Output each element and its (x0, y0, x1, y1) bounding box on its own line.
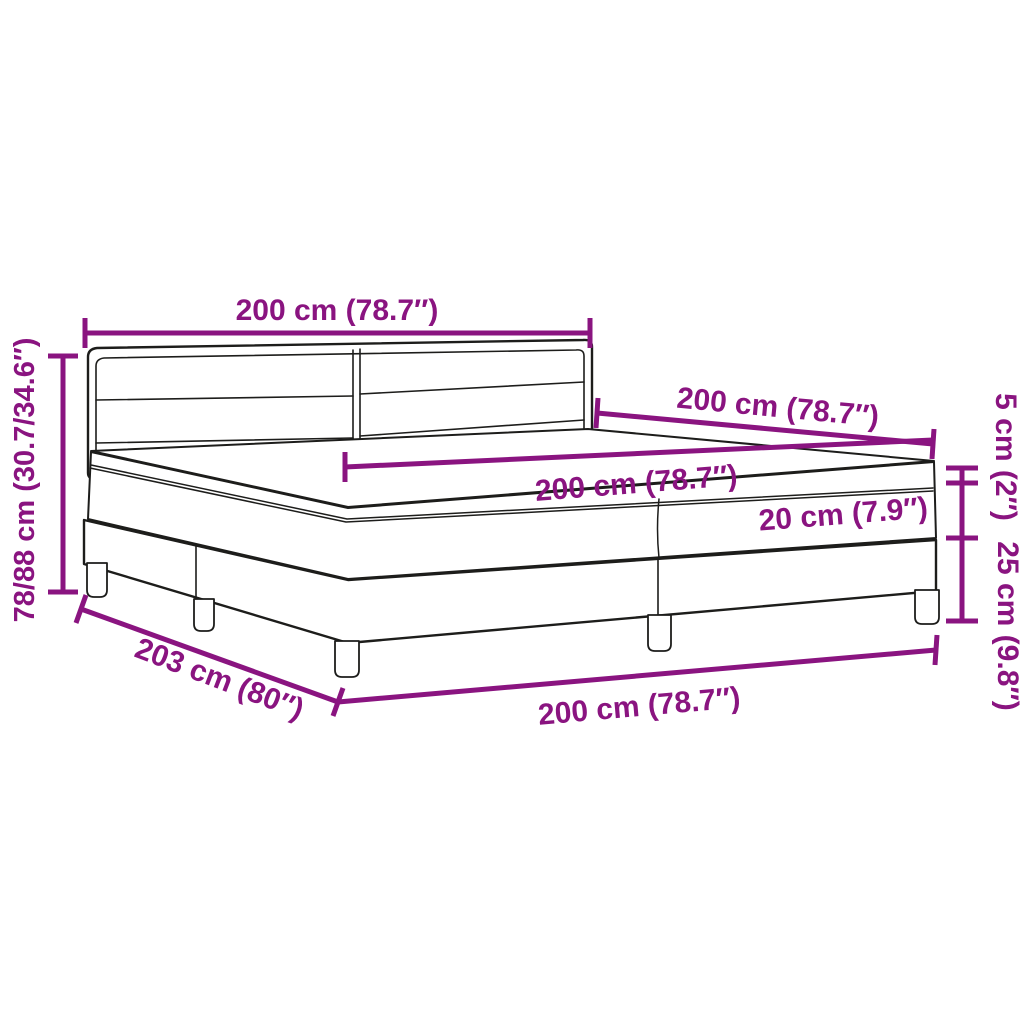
headboard-inner-frame (95, 349, 585, 471)
dimension-tick (929, 428, 937, 460)
label-base-height: 25 cm (9.8″) (991, 541, 1024, 710)
topper-seam-line (89, 467, 934, 523)
label-topper-thickness: 5 cm (2″) (989, 393, 1022, 521)
dimension-annotations (48, 318, 978, 717)
dimension-right-height-stack (946, 465, 978, 624)
bed-leg (86, 562, 108, 598)
headboard-stripe (95, 437, 354, 444)
bed-legs (86, 562, 940, 678)
label-bed-length-right: 200 cm (78.7″) (675, 382, 880, 434)
bed-leg (334, 640, 360, 678)
dimension-line (596, 410, 934, 447)
headboard-stripe (359, 381, 585, 395)
dimension-line (337, 647, 937, 705)
dimension-overall-height (48, 353, 78, 595)
dimension-foot-width (337, 634, 940, 705)
dimension-bed-length-right (593, 397, 937, 460)
headboard-stripe (95, 395, 354, 401)
label-overall-height: 78/88 cm (30.7/34.6″) (9, 338, 41, 623)
label-foot-width: 200 cm (78.7″) (537, 681, 742, 732)
label-headboard-width: 200 cm (78.7″) (236, 294, 439, 327)
mattress-split-seam (656, 498, 660, 559)
dimension-line (80, 606, 339, 705)
bed-leg (914, 589, 940, 625)
topper-seam-line (90, 464, 934, 520)
dimension-mattress-width (342, 437, 934, 482)
headboard-stripe (359, 419, 585, 437)
dimension-line (344, 437, 934, 470)
dimension-tick (593, 397, 601, 429)
bed-leg (647, 614, 672, 652)
dimension-headboard-width (82, 318, 593, 348)
dimension-tick (73, 594, 89, 624)
bed-leg (193, 598, 215, 632)
dimension-tick (932, 634, 940, 666)
